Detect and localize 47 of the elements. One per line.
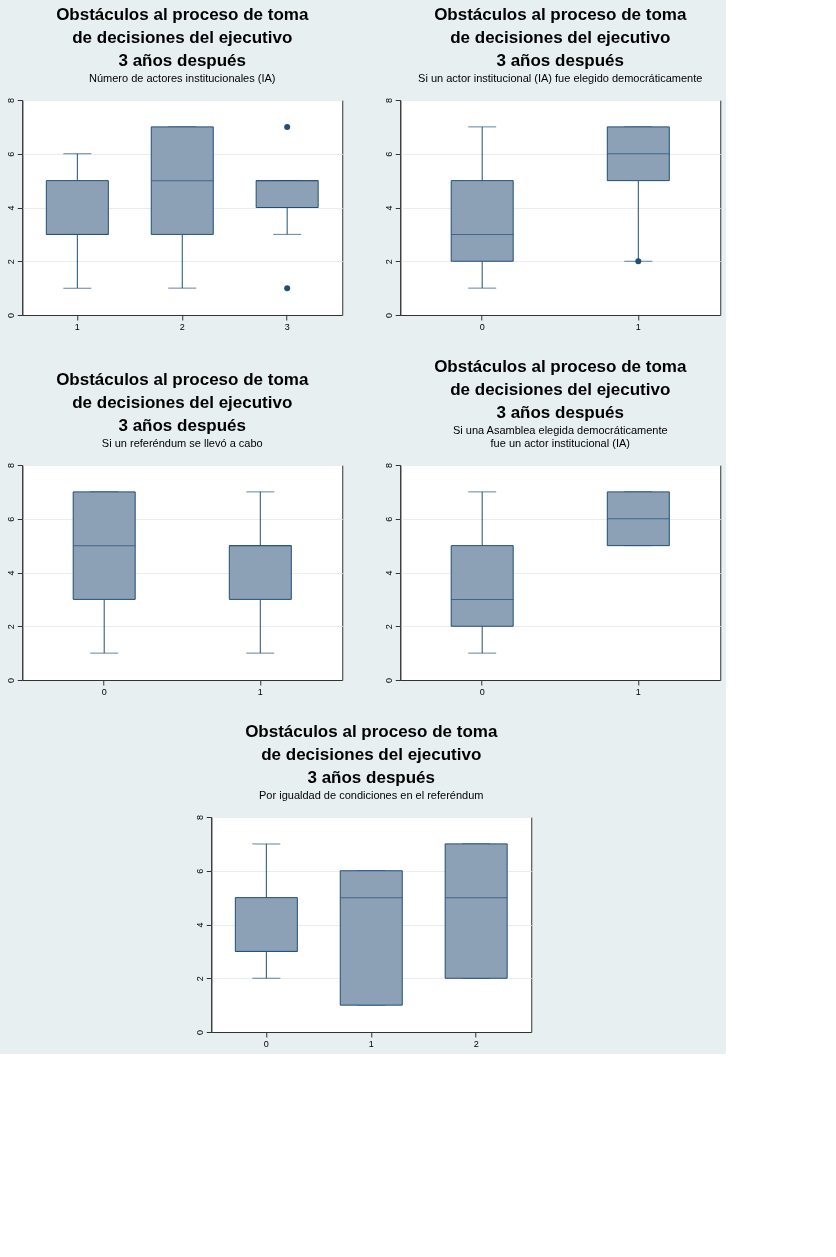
chart-title: Obstáculos al proceso de toma de decisiones del ejecutivo 3 años después [245,722,498,788]
y-tick-label: 6 [5,151,16,157]
chart-subtitle: Si un actor institucional (IA) fue elegido democráticamente [418,72,703,85]
y-tick-label: 6 [383,151,394,157]
chart-subtitle: Si un referéndum se llevó a cabo [101,437,263,450]
y-tick-label: 4 [383,205,394,211]
x-tick-label: 1 [635,686,641,697]
y-tick-label: 0 [5,312,16,319]
y-tick-label: 6 [5,516,16,522]
chart-subtitle: Número de actores institucionales (IA) [89,72,276,85]
x-tick-label: 1 [635,321,641,332]
chart-title: Obstáculos al proceso de toma de decisiones del ejecutivo 3 años después [434,357,687,423]
x-tick-label: 0 [479,686,485,697]
x-tick-label: 0 [479,321,485,332]
chart-title: Obstáculos al proceso de toma de decisiones del ejecutivo 3 años después [56,5,309,71]
x-tick-label: 1 [74,321,80,332]
y-tick-label: 2 [194,976,205,982]
y-tick-label: 4 [5,205,16,211]
chart-subtitle: Si una Asamblea elegida democráticamente fue un actor institucional (IA) [452,424,668,450]
x-tick-label: 2 [473,1038,479,1049]
y-tick-label: 8 [5,97,16,104]
y-tick-label: 2 [5,259,16,265]
y-tick-label: 0 [194,1029,205,1036]
y-tick-label: 6 [194,868,205,874]
y-tick-label: 0 [5,677,16,684]
y-tick-label: 8 [383,97,394,104]
y-tick-label: 8 [5,462,16,469]
x-tick-label: 1 [368,1038,374,1049]
chart-title: Obstáculos al proceso de toma de decisiones del ejecutivo 3 años después [56,370,309,436]
y-tick-label: 2 [383,624,394,630]
x-tick-label: 3 [284,321,290,332]
y-tick-label: 2 [383,259,394,265]
y-tick-label: 8 [383,462,394,469]
y-tick-label: 4 [383,570,394,576]
y-tick-label: 4 [194,922,205,928]
x-tick-label: 0 [263,1038,269,1049]
y-tick-label: 4 [5,570,16,576]
y-tick-label: 6 [383,516,394,522]
y-tick-label: 8 [194,814,205,821]
y-tick-label: 2 [5,624,16,630]
x-tick-label: 0 [101,686,107,697]
y-tick-label: 0 [383,312,394,319]
chart-title: Obstáculos al proceso de toma de decisiones del ejecutivo 3 años después [434,5,687,71]
x-tick-label: 1 [257,686,263,697]
y-tick-label: 0 [383,677,394,684]
x-tick-label: 2 [179,321,185,332]
chart-subtitle: Por igualdad de condiciones en el referéndum [259,789,484,802]
